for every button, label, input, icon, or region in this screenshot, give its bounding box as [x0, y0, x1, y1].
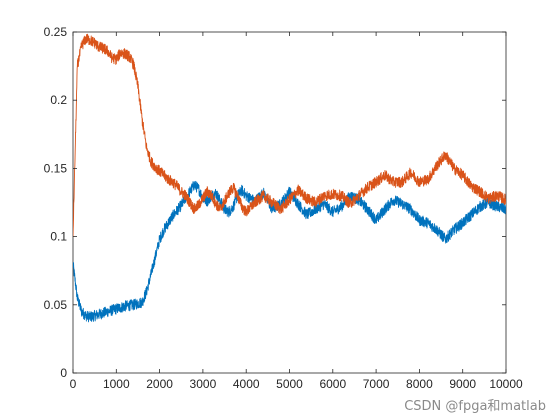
x-tick-label: 6000 [319, 377, 346, 391]
tick-marks [72, 31, 507, 374]
x-tick-label: 3000 [190, 377, 217, 391]
y-tick-label: 0.15 [44, 161, 68, 175]
y-tick-label: 0.05 [44, 298, 68, 312]
y-tick-label: 0.25 [44, 25, 68, 39]
x-tick-label: 10000 [489, 377, 523, 391]
series-layer [73, 33, 506, 323]
x-tick-label: 9000 [449, 377, 476, 391]
y-tick-label: 0.2 [50, 93, 67, 107]
x-tick-label: 0 [70, 377, 77, 391]
x-tick-label: 4000 [233, 377, 260, 391]
tick-labels: 0 1000 2000 3000 4000 5000 6000 7000 8000 9000 100… [44, 25, 523, 391]
x-tick-label: 2000 [146, 377, 173, 391]
watermark-text: CSDN @fpga和matlab [404, 399, 546, 414]
x-tick-label: 7000 [363, 377, 390, 391]
y-tick-label: 0.1 [50, 230, 67, 244]
x-tick-label: 8000 [406, 377, 433, 391]
x-tick-label: 1000 [103, 377, 130, 391]
series-line-2 [73, 33, 506, 238]
series-line-1 [73, 180, 506, 323]
y-tick-label: 0 [60, 366, 67, 380]
x-tick-label: 5000 [276, 377, 303, 391]
